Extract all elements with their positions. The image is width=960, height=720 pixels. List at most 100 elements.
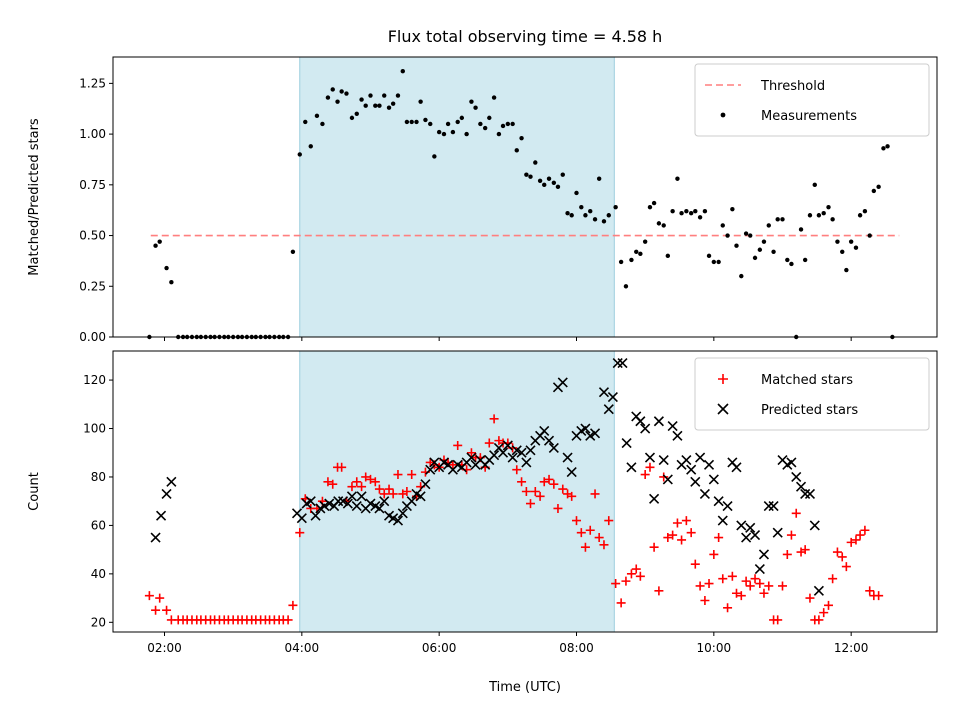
measurement-point	[445, 121, 451, 127]
matched-point	[690, 559, 700, 569]
matched-point	[837, 552, 847, 562]
measurement-point	[432, 154, 437, 159]
measurement-point	[634, 249, 639, 254]
matched-point	[151, 605, 161, 615]
measurement-point	[623, 284, 629, 289]
measurement-point	[524, 172, 529, 177]
measurement-point	[739, 273, 744, 279]
matched-point	[865, 586, 875, 596]
measurement-point	[711, 259, 717, 265]
predicted-point	[644, 452, 656, 463]
measurement-point	[436, 129, 442, 135]
measurement-point	[400, 69, 405, 74]
measurement-point	[519, 135, 524, 141]
matched-point	[841, 562, 851, 572]
predicted-point	[150, 532, 161, 543]
measurement-point	[798, 227, 804, 232]
predicted-point	[415, 491, 426, 502]
measurement-point	[404, 119, 410, 125]
matched-point	[723, 603, 733, 613]
measurement-point	[414, 119, 419, 125]
matched-point	[654, 586, 664, 596]
matched-point	[544, 474, 554, 484]
matched-point	[337, 462, 347, 472]
predicted-point	[337, 496, 349, 507]
matched-point	[553, 503, 563, 513]
matched-point	[347, 482, 357, 492]
matched-point	[370, 477, 380, 487]
matched-point	[764, 581, 774, 591]
y-tick-label: 40	[91, 567, 106, 581]
plot-frame	[112, 350, 938, 633]
predicted-point	[667, 421, 678, 432]
matched-point	[635, 571, 645, 581]
matched-point	[645, 462, 655, 472]
legend-box	[694, 63, 930, 137]
legend: Threshold Measurements	[694, 63, 930, 137]
measurement-point	[706, 253, 712, 259]
predicted-point	[521, 457, 532, 468]
matched-point	[407, 470, 417, 480]
matched-point	[611, 579, 621, 589]
measurement-point	[757, 247, 763, 252]
measurement-point	[835, 239, 840, 244]
matched-point	[640, 470, 650, 480]
predicted-point	[703, 459, 715, 470]
plot-frame	[112, 56, 938, 338]
measurement-point	[469, 99, 474, 104]
measurement-point	[500, 123, 506, 129]
matched-point	[659, 472, 669, 482]
matched-point	[283, 615, 293, 625]
matched-point	[352, 477, 362, 487]
matched-point	[323, 477, 333, 487]
y-axis-label: Count	[27, 472, 42, 511]
matched-point	[393, 470, 403, 480]
measurement-point	[325, 95, 331, 100]
predicted-point	[758, 549, 770, 560]
matched-point	[727, 571, 737, 581]
matched-point	[755, 579, 765, 589]
measurement-point	[693, 209, 698, 214]
measurement-point	[409, 119, 414, 125]
x-axis-label: Time (UTC)	[488, 680, 561, 695]
measurement-point	[734, 243, 739, 248]
measurement-point	[601, 219, 607, 224]
measurement-point	[720, 223, 725, 228]
y-tick-label: 0.00	[79, 330, 106, 344]
measurement-point	[505, 121, 511, 127]
measurement-point	[373, 103, 378, 108]
predicted-point	[511, 445, 522, 456]
predicted-point	[662, 474, 673, 485]
measurement-point	[428, 121, 433, 127]
predicted-point	[754, 563, 765, 575]
y-tick-label: 0.25	[79, 279, 106, 293]
predicted-point	[800, 488, 811, 499]
matched-point	[328, 479, 338, 489]
matched-point	[855, 530, 865, 540]
matched-point	[558, 484, 568, 494]
matched-point	[567, 491, 577, 501]
measurement-point	[565, 211, 570, 216]
measurement-point	[496, 131, 502, 137]
measurement-point	[596, 176, 602, 181]
legend-label: Threshold	[760, 79, 825, 94]
measurement-point	[716, 259, 721, 265]
predicted-point	[585, 430, 596, 441]
legend-box	[694, 357, 930, 431]
matched-point	[144, 591, 154, 601]
matched-point	[759, 588, 769, 598]
x-tick-label: 04:00	[285, 641, 320, 655]
matched-point	[773, 615, 783, 625]
measurement-point	[862, 209, 868, 214]
y-tick-label: 20	[91, 615, 106, 629]
measurement-point	[771, 249, 776, 254]
matched-point	[448, 460, 458, 470]
measurement-point	[537, 178, 543, 183]
matched-point	[663, 533, 673, 543]
measurement-point	[390, 101, 396, 106]
matched-point	[791, 508, 801, 518]
matched-point	[535, 491, 545, 501]
predicted-point	[708, 474, 719, 485]
predicted-point	[543, 435, 555, 446]
